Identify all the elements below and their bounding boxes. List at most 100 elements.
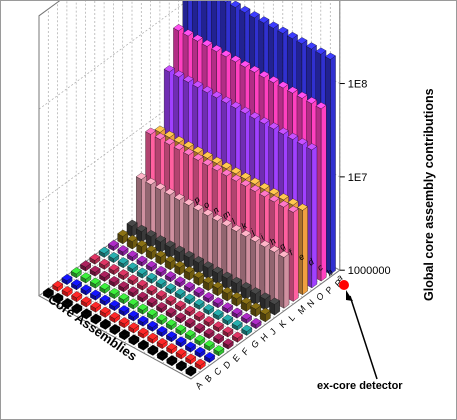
- bar-top-face: [240, 282, 252, 290]
- bar-E-o: [89, 265, 101, 277]
- bar-C-k: [109, 300, 120, 311]
- bar-G-i: [165, 283, 177, 295]
- bar-top-face: [221, 286, 233, 294]
- bar-K-f: [221, 271, 233, 290]
- bar-top-face: [154, 132, 166, 140]
- bar-top-face: [239, 106, 251, 114]
- bars-layer: [42, 1, 336, 377]
- bar-top-face: [249, 65, 261, 73]
- bar-top-face: [175, 348, 187, 356]
- bar-top-face: [136, 240, 148, 248]
- bar-top-face: [211, 156, 223, 164]
- bar-J-i: [183, 266, 195, 281]
- bar-front-face: [330, 55, 336, 275]
- bar-B-l: [90, 301, 102, 313]
- bar-D-g: [156, 314, 168, 325]
- bar-top-face: [183, 250, 195, 258]
- bar-front-face: [302, 206, 308, 295]
- bar-L-h: [211, 214, 223, 273]
- bar-top-face: [118, 281, 130, 289]
- bar-D-b: [203, 340, 215, 351]
- bar-J-n: [136, 240, 148, 255]
- bar-top-face: [287, 198, 299, 206]
- bar-G-m: [127, 262, 139, 274]
- bar-B-f: [147, 332, 159, 344]
- bar-top-face: [184, 281, 195, 289]
- row-tick-label: a: [334, 272, 344, 283]
- bar-top-face: [80, 296, 92, 304]
- bar-top-face: [89, 277, 101, 285]
- bar-C-l: [99, 294, 111, 306]
- bar-E-e: [184, 317, 196, 329]
- bar-top-face: [287, 132, 299, 140]
- bar-A-p: [42, 287, 54, 299]
- bar-D-p: [70, 267, 82, 279]
- bar-top-face: [184, 329, 196, 337]
- bar-top-face: [145, 127, 157, 135]
- annotation-arrow-head: [346, 290, 353, 301]
- bar-side-face: [164, 192, 171, 247]
- bar-top-face: [80, 272, 92, 280]
- bar-F-a: [231, 331, 243, 343]
- bar-K-h: [202, 261, 214, 279]
- bar-top-face: [259, 307, 271, 315]
- bar-top-face: [202, 209, 214, 217]
- bar-top-face: [146, 296, 158, 304]
- bar-top-face: [98, 258, 110, 266]
- bar-top-face: [108, 276, 120, 284]
- bar-K-d: [240, 282, 252, 300]
- bar-K-b: [259, 292, 271, 311]
- bar-top-face: [230, 224, 242, 232]
- bar-top-face: [193, 286, 205, 294]
- bar-top-face: [192, 146, 204, 154]
- bar-top-face: [99, 318, 111, 326]
- bar-top-face: [278, 250, 290, 258]
- bar-top-face: [230, 101, 242, 109]
- bar-K-l: [164, 240, 176, 259]
- bar-C-b: [194, 346, 206, 358]
- bar-top-face: [222, 326, 234, 334]
- bar-top-face: [211, 44, 223, 52]
- bar-A-m: [71, 303, 83, 315]
- bar-C-i: [128, 310, 139, 322]
- bar-top-face: [324, 52, 336, 60]
- bar-top-face: [99, 270, 111, 278]
- bar-top-face: [127, 274, 139, 282]
- bar-top-face: [201, 39, 213, 47]
- bar-top-face: [127, 286, 139, 294]
- bar-top-face: [61, 274, 73, 282]
- bar-L-i: [202, 209, 214, 267]
- row-tick-label: j: [248, 227, 257, 237]
- bar-side-face: [278, 254, 285, 309]
- bar-E-g: [165, 307, 177, 319]
- bar-top-face: [136, 267, 148, 275]
- bar-L-k: [183, 198, 195, 257]
- bar-top-face: [194, 346, 206, 354]
- bar-top-face: [136, 224, 148, 232]
- bar-side-face: [145, 181, 152, 236]
- bar-top-face: [137, 315, 149, 323]
- bar-E-h: [156, 302, 168, 313]
- bar-top-face: [258, 70, 270, 78]
- bar-top-face: [193, 310, 205, 318]
- column-tick-label: H: [258, 332, 270, 343]
- bar-L-a: [278, 250, 290, 309]
- bar-A-a: [185, 365, 197, 377]
- bar-top-face: [258, 16, 270, 24]
- bar-top-face: [259, 190, 271, 198]
- bar-top-face: [166, 355, 178, 363]
- bar-top-face: [221, 219, 233, 227]
- bar-C-c: [185, 341, 196, 353]
- bar-E-d: [194, 322, 206, 334]
- bar-top-face: [287, 205, 299, 213]
- bar-top-face: [127, 250, 138, 258]
- bar-top-face: [296, 138, 308, 146]
- bar-top-face: [286, 31, 298, 39]
- bar-F-j: [146, 284, 158, 296]
- bar-O-a: [306, 143, 318, 289]
- bar-F-k: [136, 279, 148, 291]
- bar-top-face: [306, 143, 318, 151]
- bar-top-face: [229, 1, 241, 8]
- bar-G-k: [146, 272, 158, 284]
- bar-top-face: [80, 308, 92, 316]
